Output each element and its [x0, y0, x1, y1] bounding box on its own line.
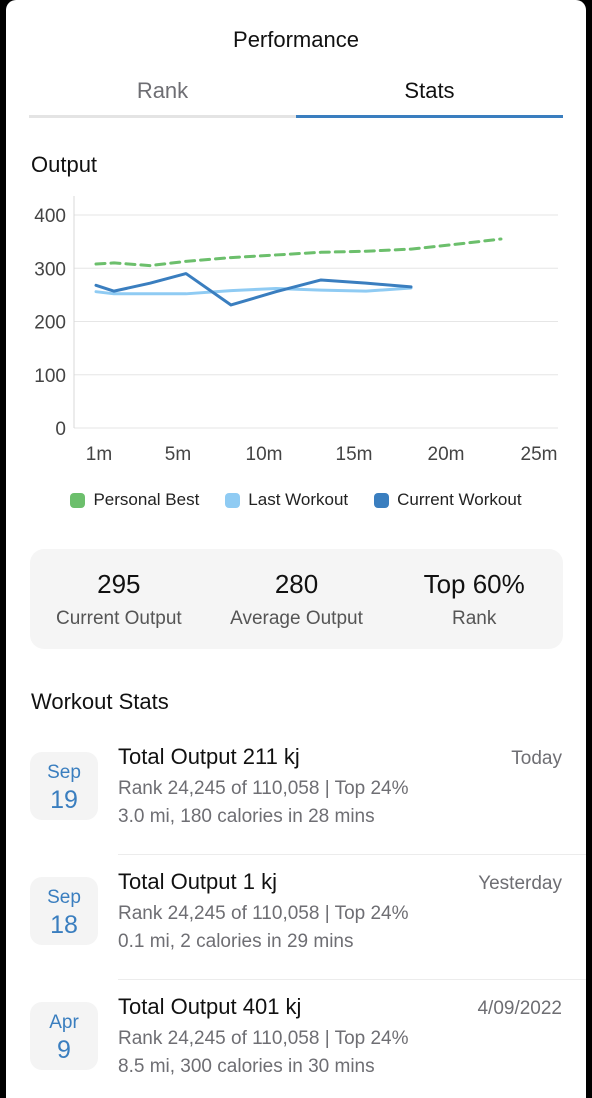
stat-label: Rank [452, 608, 497, 629]
date-day: 9 [57, 1036, 71, 1064]
workout-date-label: 4/09/2022 [477, 998, 562, 1019]
performance-screen: Performance Rank Stats Output 0 100 200 300… [6, 0, 586, 1098]
workout-list: Sep 19 Total Output 211 kj Today Rank 24… [6, 730, 586, 1098]
stat-current-output: 295 Current Output [30, 549, 208, 649]
x-tick-label: 25m [521, 444, 558, 465]
y-tick-label: 0 [55, 419, 66, 440]
stat-label: Current Output [56, 608, 182, 629]
tab-rank-label: Rank [136, 78, 189, 103]
series-line-last-workout [94, 286, 413, 296]
legend-swatch-last-workout [225, 492, 241, 508]
stat-value: Top 60% [423, 569, 525, 599]
y-tick-label: 400 [34, 206, 66, 227]
workout-rank: Rank 24,245 of 110,058 | Top 24% [118, 778, 409, 799]
workout-list-item[interactable]: Sep 19 Total Output 211 kj Today Rank 24… [6, 730, 586, 855]
workout-title: Total Output 211 kj [118, 744, 300, 769]
legend-item-personal-best[interactable]: Personal Best [70, 490, 199, 510]
date-badge: Sep 19 [30, 752, 98, 820]
workout-list-item[interactable]: Apr 9 Total Output 401 kj 4/09/2022 Rank… [6, 980, 586, 1098]
date-month: Sep [47, 887, 81, 908]
chart-legend: Personal Best Last Workout Current Worko… [6, 490, 586, 510]
series-line-personal-best [94, 237, 503, 268]
x-tick-label: 15m [336, 444, 373, 465]
x-tick-label: 10m [246, 444, 283, 465]
y-tick-label: 200 [34, 313, 66, 334]
workout-details: 3.0 mi, 180 calories in 28 mins [118, 806, 375, 827]
stat-value: 295 [97, 569, 141, 599]
workout-rank: Rank 24,245 of 110,058 | Top 24% [118, 903, 409, 924]
tab-stats-label: Stats [404, 78, 455, 103]
divider [118, 854, 586, 855]
y-tick-label: 100 [34, 366, 66, 387]
workout-rank: Rank 24,245 of 110,058 | Top 24% [118, 1028, 409, 1049]
output-section-title: Output [31, 152, 98, 177]
date-badge: Apr 9 [30, 1002, 98, 1070]
workout-title: Total Output 401 kj [118, 994, 302, 1019]
x-tick-label: 1m [86, 444, 112, 465]
stat-label: Average Output [230, 608, 363, 629]
date-month: Sep [47, 762, 81, 783]
output-chart: 0 100 200 300 400 1m 5m 10m 15m 20m 25m [34, 196, 558, 465]
tab-rank-indicator [29, 115, 296, 118]
tab-rank[interactable]: Rank [29, 72, 296, 118]
workout-list-item[interactable]: Sep 18 Total Output 1 kj Yesterday Rank … [6, 855, 586, 980]
stat-value: 280 [274, 569, 319, 599]
legend-label-last-workout: Last Workout [248, 490, 349, 509]
tab-stats-indicator [296, 115, 563, 118]
legend-swatch-personal-best [70, 492, 86, 508]
legend-label-current-workout: Current Workout [397, 490, 522, 509]
stat-rank: Top 60% Rank [385, 549, 563, 649]
date-month: Apr [49, 1012, 79, 1033]
stat-average-output: 280 Average Output [208, 549, 386, 649]
y-tick-label: 300 [34, 259, 66, 280]
x-tick-label: 5m [165, 444, 191, 465]
page-title: Performance [233, 27, 359, 52]
legend-item-current-workout[interactable]: Current Workout [374, 490, 522, 510]
tab-stats[interactable]: Stats [296, 72, 563, 118]
x-tick-label: 20m [428, 444, 465, 465]
series-line-current-workout [94, 272, 413, 307]
output-summary-card: 295 Current Output 280 Average Output To… [30, 549, 563, 649]
legend-swatch-current-workout [374, 492, 390, 508]
workout-stats-title: Workout Stats [31, 689, 169, 714]
workout-title: Total Output 1 kj [118, 869, 277, 894]
date-day: 19 [50, 786, 78, 814]
date-badge: Sep 18 [30, 877, 98, 945]
workout-details: 0.1 mi, 2 calories in 29 mins [118, 931, 354, 952]
legend-item-last-workout[interactable]: Last Workout [225, 490, 348, 510]
legend-label-personal-best: Personal Best [93, 490, 200, 509]
divider [118, 979, 586, 980]
tab-bar: Rank Stats [29, 72, 563, 118]
workout-date-label: Today [511, 748, 562, 769]
date-day: 18 [50, 911, 78, 939]
workout-date-label: Yesterday [478, 873, 562, 894]
workout-details: 8.5 mi, 300 calories in 30 mins [118, 1056, 375, 1077]
